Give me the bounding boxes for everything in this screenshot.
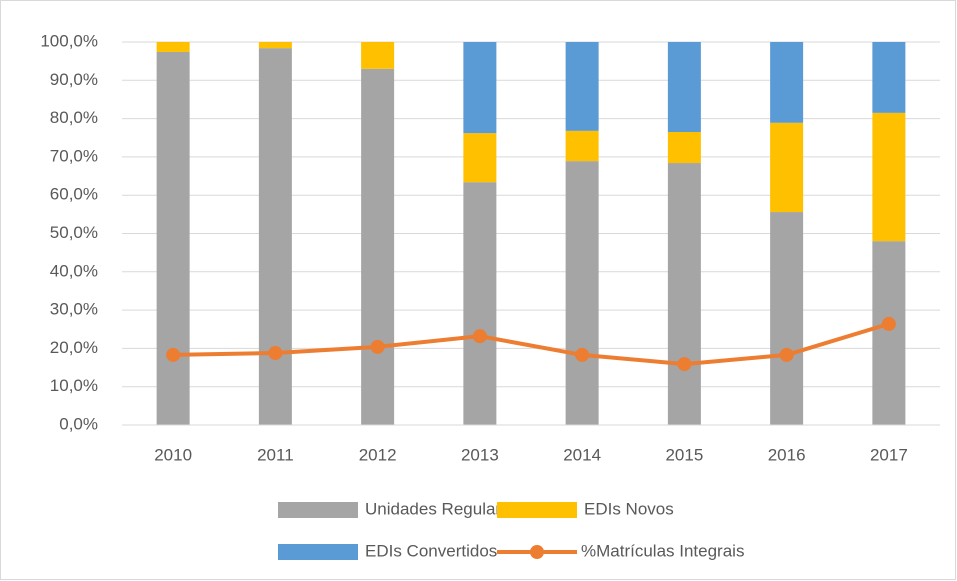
bar: [565, 42, 599, 131]
legend-label: %Matrículas Integrais: [581, 541, 744, 560]
x-tick-label: 2013: [461, 445, 499, 464]
bar: [156, 42, 190, 52]
line-marker: [677, 357, 692, 372]
y-tick-label: 40,0%: [50, 261, 98, 280]
bar: [361, 68, 395, 425]
bar: [463, 133, 497, 183]
line-marker: [370, 339, 385, 354]
line-marker: [881, 316, 896, 331]
bar: [872, 241, 906, 425]
y-tick-label: 90,0%: [50, 70, 98, 89]
legend-swatch: [497, 502, 577, 518]
y-tick-label: 0,0%: [59, 414, 98, 433]
legend-marker: [530, 545, 544, 559]
bar: [770, 212, 804, 425]
y-tick-label: 20,0%: [50, 338, 98, 357]
legend-swatch: [278, 544, 358, 560]
bar: [361, 42, 395, 69]
x-tick-label: 2010: [154, 445, 192, 464]
bar: [565, 161, 599, 425]
bar: [667, 163, 701, 425]
x-tick-label: 2014: [563, 445, 601, 464]
x-tick-label: 2017: [870, 445, 908, 464]
legend-label: EDIs Novos: [584, 499, 674, 518]
bar: [565, 130, 599, 162]
bar: [667, 42, 701, 133]
y-tick-label: 60,0%: [50, 185, 98, 204]
line-marker: [472, 329, 487, 344]
x-tick-label: 2011: [257, 445, 294, 464]
line-marker: [575, 347, 590, 362]
bar: [667, 132, 701, 164]
x-tick-label: 2012: [359, 445, 397, 464]
line: [173, 321, 890, 367]
bar: [463, 42, 497, 134]
y-tick-label: 70,0%: [50, 146, 98, 165]
y-tick-label: 10,0%: [50, 376, 98, 395]
y-tick-label: 100,0%: [40, 31, 98, 50]
bar: [872, 112, 906, 242]
bar: [770, 42, 804, 123]
bar: [156, 51, 190, 425]
x-tick-label: 2016: [768, 445, 806, 464]
bar: [770, 122, 804, 213]
y-tick-label: 30,0%: [50, 300, 98, 319]
line-marker: [166, 347, 181, 362]
legend-label: EDIs Convertidos: [365, 541, 497, 560]
bar: [258, 42, 292, 49]
bar: [258, 48, 292, 426]
line-marker: [268, 345, 283, 360]
bar: [463, 182, 497, 425]
legend-swatch: [278, 502, 358, 518]
bar: [872, 42, 906, 113]
legend-label: Unidades Regulares: [365, 499, 519, 518]
line-marker: [779, 347, 794, 362]
x-tick-label: 2015: [665, 445, 703, 464]
y-tick-label: 50,0%: [50, 223, 98, 242]
y-tick-label: 80,0%: [50, 108, 98, 127]
